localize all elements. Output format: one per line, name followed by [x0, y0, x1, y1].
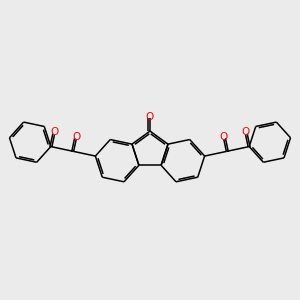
Text: O: O	[146, 112, 154, 122]
Text: O: O	[73, 132, 81, 142]
Text: O: O	[241, 128, 249, 137]
Text: O: O	[51, 128, 59, 137]
Text: O: O	[219, 132, 227, 142]
